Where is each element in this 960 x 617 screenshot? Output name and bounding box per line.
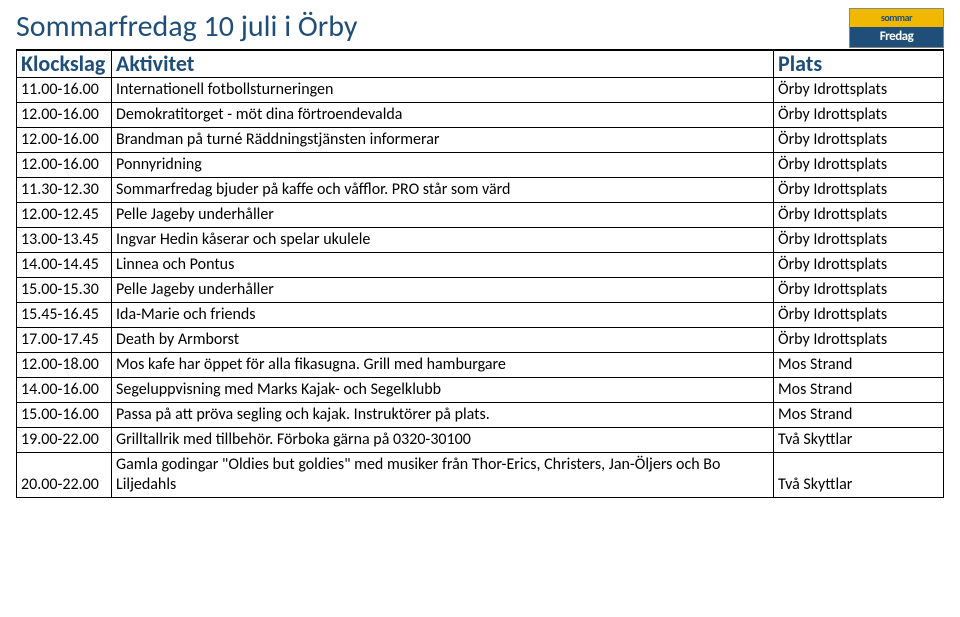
- col-header-place: Plats: [774, 50, 944, 78]
- table-row: 15.00-15.30Pelle Jageby underhållerÖrby …: [17, 278, 944, 303]
- table-row: 19.00-22.00Grilltallrik med tillbehör. F…: [17, 428, 944, 453]
- cell-time: 12.00-18.00: [17, 353, 112, 378]
- cell-place: Örby Idrottsplats: [774, 153, 944, 178]
- cell-time: 17.00-17.45: [17, 328, 112, 353]
- col-header-time: Klockslag: [17, 50, 112, 78]
- cell-time: 19.00-22.00: [17, 428, 112, 453]
- cell-activity: Ida-Marie och friends: [112, 303, 774, 328]
- cell-place: Örby Idrottsplats: [774, 228, 944, 253]
- table-row: 12.00-16.00Brandman på turné Räddningstj…: [17, 128, 944, 153]
- cell-time: 15.00-16.00: [17, 403, 112, 428]
- cell-activity: Brandman på turné Räddningstjänsten info…: [112, 128, 774, 153]
- logo-bottom-text: Fredag: [850, 27, 943, 47]
- table-row: 15.00-16.00Passa på att pröva segling oc…: [17, 403, 944, 428]
- cell-activity: Grilltallrik med tillbehör. Förboka gärn…: [112, 428, 774, 453]
- cell-activity: Segeluppvisning med Marks Kajak- och Seg…: [112, 378, 774, 403]
- cell-place: Örby Idrottsplats: [774, 253, 944, 278]
- cell-activity: Ingvar Hedin kåserar och spelar ukulele: [112, 228, 774, 253]
- cell-activity: Pelle Jageby underhåller: [112, 203, 774, 228]
- cell-place: Örby Idrottsplats: [774, 128, 944, 153]
- table-row: 13.00-13.45Ingvar Hedin kåserar och spel…: [17, 228, 944, 253]
- cell-place: Örby Idrottsplats: [774, 328, 944, 353]
- page-title: Sommarfredag 10 juli i Örby: [16, 8, 357, 45]
- table-row: 15.45-16.45Ida-Marie och friendsÖrby Idr…: [17, 303, 944, 328]
- table-row: 12.00-16.00PonnyridningÖrby Idrottsplats: [17, 153, 944, 178]
- cell-time: 11.00-16.00: [17, 78, 112, 103]
- cell-time: 14.00-16.00: [17, 378, 112, 403]
- table-row: 14.00-16.00Segeluppvisning med Marks Kaj…: [17, 378, 944, 403]
- table-row: 11.30-12.30Sommarfredag bjuder på kaffe …: [17, 178, 944, 203]
- table-row: 12.00-12.45Pelle Jageby underhållerÖrby …: [17, 203, 944, 228]
- schedule-table: Klockslag Aktivitet Plats 11.00-16.00Int…: [16, 49, 944, 498]
- cell-activity: Ponnyridning: [112, 153, 774, 178]
- cell-place: Örby Idrottsplats: [774, 303, 944, 328]
- table-row: 14.00-14.45Linnea och PontusÖrby Idrotts…: [17, 253, 944, 278]
- cell-activity: Mos kafe har öppet för alla fikasugna. G…: [112, 353, 774, 378]
- cell-time: 12.00-16.00: [17, 103, 112, 128]
- cell-time: 15.00-15.30: [17, 278, 112, 303]
- table-row: 20.00-22.00Gamla godingar "Oldies but go…: [17, 453, 944, 498]
- cell-place: Mos Strand: [774, 378, 944, 403]
- table-row: 17.00-17.45Death by ArmborstÖrby Idrotts…: [17, 328, 944, 353]
- table-header-row: Klockslag Aktivitet Plats: [17, 50, 944, 78]
- cell-place: Två Skyttlar: [774, 453, 944, 498]
- header: Sommarfredag 10 juli i Örby sommar Freda…: [16, 8, 944, 49]
- cell-time: 12.00-16.00: [17, 153, 112, 178]
- table-body: 11.00-16.00Internationell fotbollsturner…: [17, 78, 944, 498]
- cell-place: Mos Strand: [774, 403, 944, 428]
- cell-activity: Death by Armborst: [112, 328, 774, 353]
- cell-time: 14.00-14.45: [17, 253, 112, 278]
- cell-place: Örby Idrottsplats: [774, 278, 944, 303]
- cell-place: Örby Idrottsplats: [774, 78, 944, 103]
- table-row: 12.00-18.00Mos kafe har öppet för alla f…: [17, 353, 944, 378]
- cell-place: Örby Idrottsplats: [774, 103, 944, 128]
- cell-time: 20.00-22.00: [17, 453, 112, 498]
- cell-time: 12.00-16.00: [17, 128, 112, 153]
- cell-place: Örby Idrottsplats: [774, 203, 944, 228]
- cell-activity: Pelle Jageby underhåller: [112, 278, 774, 303]
- cell-time: 12.00-12.45: [17, 203, 112, 228]
- cell-time: 11.30-12.30: [17, 178, 112, 203]
- cell-place: Två Skyttlar: [774, 428, 944, 453]
- cell-time: 15.45-16.45: [17, 303, 112, 328]
- table-row: 12.00-16.00Demokratitorget - möt dina fö…: [17, 103, 944, 128]
- cell-activity: Sommarfredag bjuder på kaffe och våfflor…: [112, 178, 774, 203]
- cell-activity: Linnea och Pontus: [112, 253, 774, 278]
- logo-top-text: sommar: [850, 9, 943, 27]
- cell-time: 13.00-13.45: [17, 228, 112, 253]
- cell-place: Örby Idrottsplats: [774, 178, 944, 203]
- cell-activity: Gamla godingar "Oldies but goldies" med …: [112, 453, 774, 498]
- cell-place: Mos Strand: [774, 353, 944, 378]
- table-row: 11.00-16.00Internationell fotbollsturner…: [17, 78, 944, 103]
- cell-activity: Demokratitorget - möt dina förtroendeval…: [112, 103, 774, 128]
- cell-activity: Passa på att pröva segling och kajak. In…: [112, 403, 774, 428]
- logo: sommar Fredag: [849, 8, 944, 48]
- col-header-activity: Aktivitet: [112, 50, 774, 78]
- cell-activity: Internationell fotbollsturneringen: [112, 78, 774, 103]
